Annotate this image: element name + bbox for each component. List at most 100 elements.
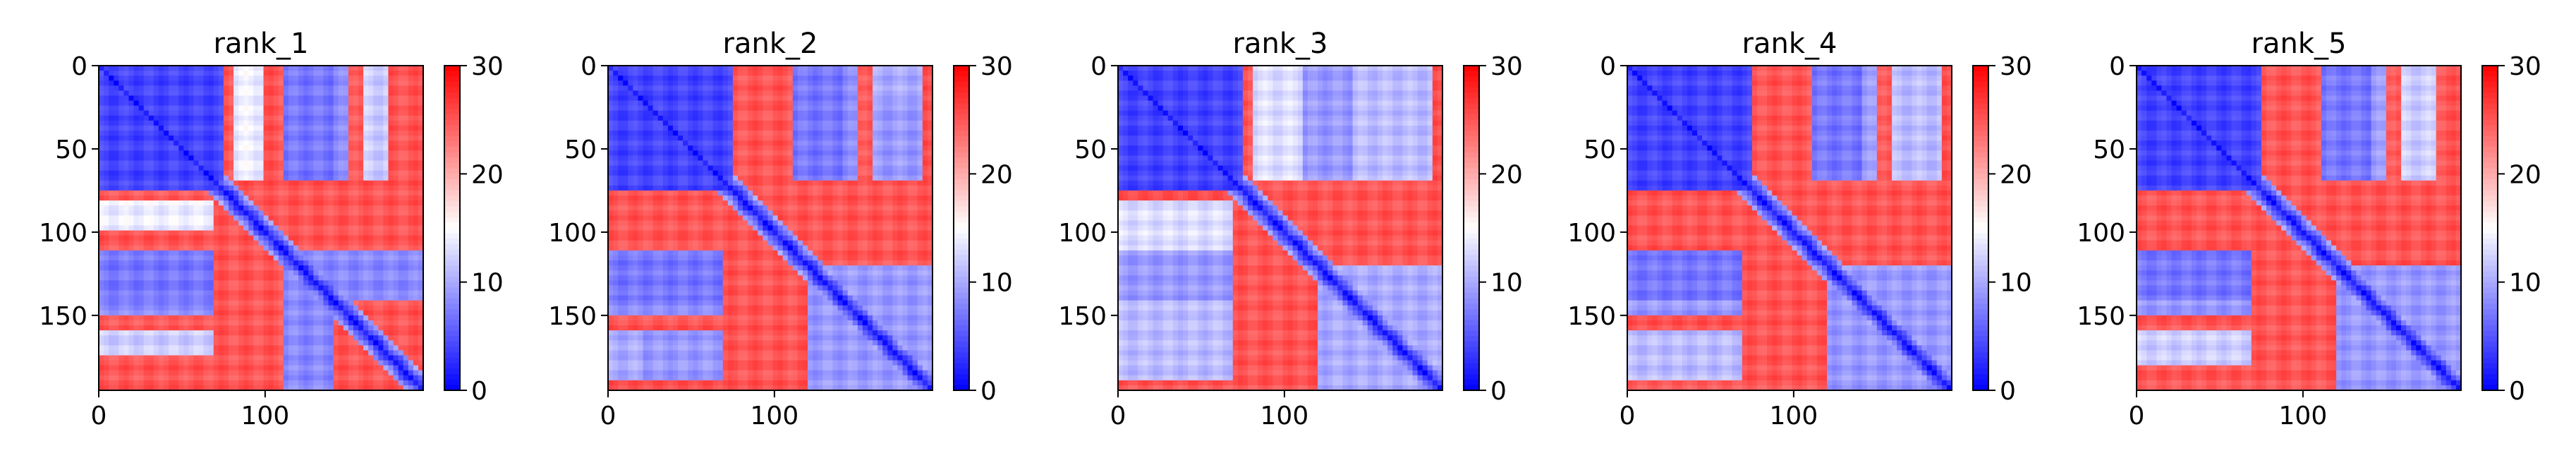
heatmap-cell — [274, 265, 279, 271]
heatmap-cell — [383, 171, 389, 176]
heatmap-cell — [274, 191, 279, 196]
heatmap-cell — [758, 71, 763, 76]
heatmap-cell — [413, 241, 419, 246]
heatmap-cell — [373, 111, 379, 116]
heatmap-cell — [318, 355, 324, 361]
heatmap-cell — [243, 76, 249, 81]
heatmap-cell — [159, 330, 164, 336]
heatmap-cell — [178, 155, 184, 161]
heatmap-cell — [383, 320, 389, 326]
heatmap-cell — [663, 106, 669, 112]
heatmap-cell — [303, 136, 309, 141]
heatmap-cell — [368, 66, 374, 71]
heatmap-cell — [303, 290, 309, 296]
heatmap-cell — [373, 311, 379, 316]
heatmap-cell — [623, 101, 628, 107]
heatmap-cell — [269, 371, 274, 376]
heatmap-cell — [348, 76, 354, 81]
heatmap-cell — [353, 205, 359, 211]
heatmap-cell — [638, 76, 643, 81]
heatmap-cell — [368, 155, 374, 161]
heatmap-cell — [308, 90, 314, 96]
heatmap-cell — [303, 191, 309, 196]
heatmap-cell — [279, 71, 284, 76]
heatmap-cell — [258, 260, 264, 266]
heatmap-cell — [822, 106, 828, 112]
heatmap-cell — [209, 296, 214, 301]
heatmap-cell — [144, 371, 150, 376]
heatmap-cell — [174, 220, 179, 226]
heatmap-cell — [253, 116, 259, 121]
heatmap-cell — [413, 131, 419, 136]
heatmap-cell — [363, 85, 369, 91]
heatmap-cell — [753, 95, 758, 101]
heatmap-cell — [204, 290, 209, 296]
heatmap-cell — [134, 210, 140, 216]
heatmap-cell — [748, 95, 753, 101]
heatmap-cell — [313, 205, 319, 211]
heatmap-cell — [399, 311, 404, 316]
heatmap-cell — [188, 375, 194, 381]
heatmap-cell — [293, 85, 299, 91]
heatmap-cell — [214, 330, 219, 336]
heatmap-cell — [313, 285, 319, 291]
heatmap-cell — [139, 340, 145, 346]
heatmap-cell — [264, 186, 269, 191]
heatmap-cell — [229, 136, 234, 141]
heatmap-cell — [99, 95, 104, 101]
heatmap-cell — [164, 371, 169, 376]
heatmap-cell — [329, 200, 334, 206]
heatmap-cell — [123, 150, 129, 156]
heatmap-cell — [134, 160, 140, 166]
heatmap-cell — [329, 215, 334, 221]
heatmap-cell — [114, 71, 119, 76]
heatmap-cell — [164, 335, 169, 341]
heatmap-cell — [318, 330, 324, 336]
heatmap-cell — [368, 375, 374, 381]
heatmap-cell — [288, 116, 294, 121]
heatmap-cell — [723, 71, 729, 76]
heatmap-cell — [233, 301, 239, 306]
heatmap-cell — [344, 260, 349, 266]
heatmap-cell — [368, 361, 374, 366]
heatmap-cell — [329, 191, 334, 196]
heatmap-cell — [353, 366, 359, 371]
heatmap-cell — [264, 80, 269, 86]
heatmap-cell — [149, 205, 154, 211]
heatmap-cell — [843, 95, 849, 101]
heatmap-cell — [643, 90, 649, 96]
heatmap-cell — [123, 296, 129, 301]
heatmap-cell — [298, 260, 304, 266]
heatmap-cell — [329, 106, 334, 112]
heatmap-cell — [339, 330, 344, 336]
heatmap-cell — [298, 335, 304, 341]
heatmap-cell — [368, 95, 374, 101]
heatmap-cell — [188, 290, 194, 296]
heatmap-cell — [269, 320, 274, 326]
heatmap-cell — [159, 196, 164, 201]
heatmap-cell — [329, 290, 334, 296]
heatmap-cell — [248, 121, 254, 126]
heatmap-cell — [334, 340, 339, 346]
heatmap-cell — [613, 116, 619, 121]
heatmap-cell — [243, 325, 249, 331]
heatmap-cell — [344, 101, 349, 107]
heatmap-cell — [678, 85, 684, 91]
heatmap-cell — [313, 361, 319, 366]
heatmap-cell — [188, 231, 194, 236]
heatmap-cell — [123, 181, 129, 186]
heatmap-cell — [348, 311, 354, 316]
heatmap-cell — [224, 330, 229, 336]
heatmap-cell — [233, 171, 239, 176]
heatmap-cell — [358, 280, 364, 286]
heatmap-cell — [269, 181, 274, 186]
heatmap-cell — [238, 136, 244, 141]
heatmap-cell — [323, 215, 329, 221]
colorbar-segment — [444, 266, 460, 272]
heatmap-cell — [323, 85, 329, 91]
heatmap-cell — [159, 150, 164, 156]
heatmap-cell — [394, 275, 399, 281]
heatmap-cell — [758, 80, 763, 86]
heatmap-cell — [778, 106, 784, 112]
heatmap-cell — [183, 210, 189, 216]
